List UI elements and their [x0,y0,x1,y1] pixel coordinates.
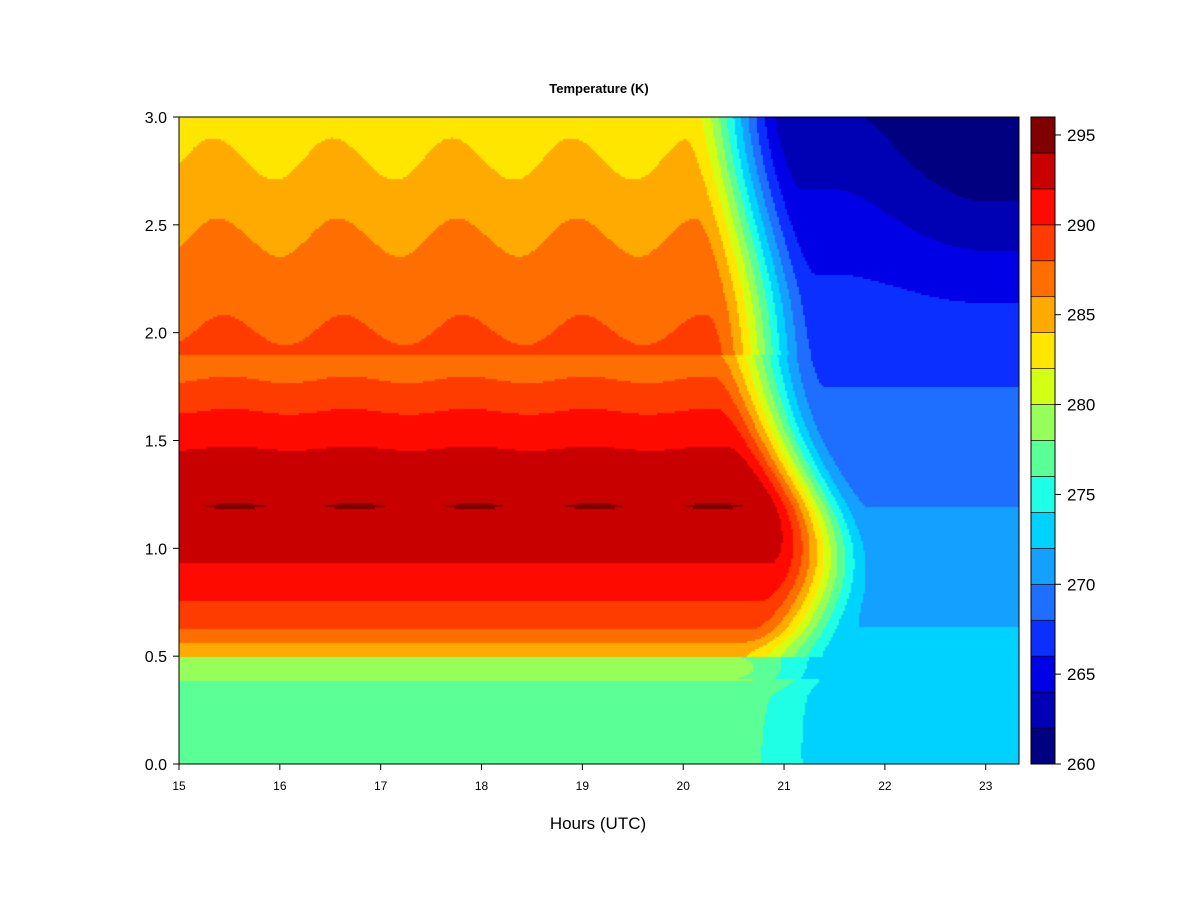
chart-title: Temperature (K) [549,81,648,96]
x-tick-label: 16 [273,779,287,793]
y-tick-label: 2.0 [145,326,167,343]
heatmap-raster [179,117,1019,764]
x-tick-label: 18 [475,779,489,793]
colorbar-tick-label: 270 [1067,575,1095,594]
colorbar-band [1030,152,1056,190]
y-tick-label: 0.0 [145,757,167,774]
y-axis: 0.0 0.5 1.0 1.5 2.0 2.5 3.0 [145,110,179,774]
colorbar-tick-label: 285 [1067,306,1095,325]
colorbar-band [1030,548,1056,585]
y-tick-label: 2.5 [145,218,167,235]
colorbar-tick-label: 295 [1067,126,1095,145]
colorbar-frame [1030,116,1056,765]
colorbar-band [1030,440,1056,477]
colorbar-band [1030,655,1056,693]
colorbar-band [1030,727,1056,765]
x-tick-label: 17 [374,779,388,793]
colorbar-band [1030,368,1056,405]
colorbar-band [1030,116,1056,154]
y-tick-label: 3.0 [145,110,167,127]
x-axis: 15 16 17 18 19 20 21 22 23 [172,764,993,793]
colorbar-band [1030,260,1056,298]
colorbar-tick-label: 290 [1067,216,1095,235]
colorbar-band [1030,476,1056,513]
y-tick-label: 1.0 [145,541,167,558]
colorbar-band [1030,224,1056,262]
heatmap-field [179,117,1019,764]
colorbar-band [1030,619,1056,657]
colorbar-band [1030,188,1056,226]
x-tick-label: 21 [777,779,791,793]
colorbar-tick-label: 265 [1067,665,1095,684]
colorbar-band [1030,296,1056,333]
colorbar-tick-label: 280 [1067,396,1095,415]
colorbar-tick-label: 275 [1067,485,1095,504]
colorbar-band [1030,332,1056,369]
colorbar-band [1030,512,1056,549]
x-axis-label: Hours (UTC) [550,814,646,833]
x-tick-label: 23 [979,779,993,793]
x-tick-label: 19 [576,779,590,793]
colorbar-band [1030,583,1056,621]
x-tick-label: 15 [172,779,186,793]
colorbar-tick-label: 260 [1067,755,1095,774]
colorbar: 260 265 270 275 280 285 290 295 [1030,116,1095,774]
colorbar-band [1030,691,1056,729]
colorbar-band [1030,404,1056,441]
y-tick-label: 0.5 [145,649,167,666]
y-tick-label: 1.5 [145,434,167,451]
x-tick-label: 22 [878,779,892,793]
x-tick-label: 20 [677,779,691,793]
